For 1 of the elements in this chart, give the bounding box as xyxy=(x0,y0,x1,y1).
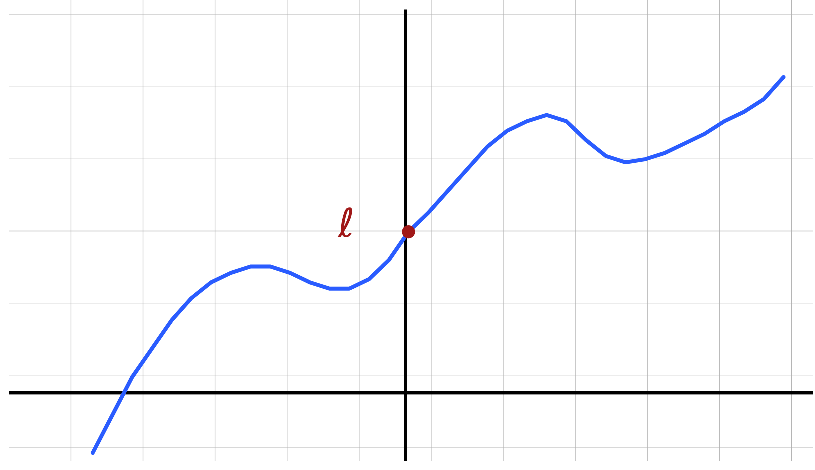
annotation: ℓ xyxy=(338,208,352,238)
